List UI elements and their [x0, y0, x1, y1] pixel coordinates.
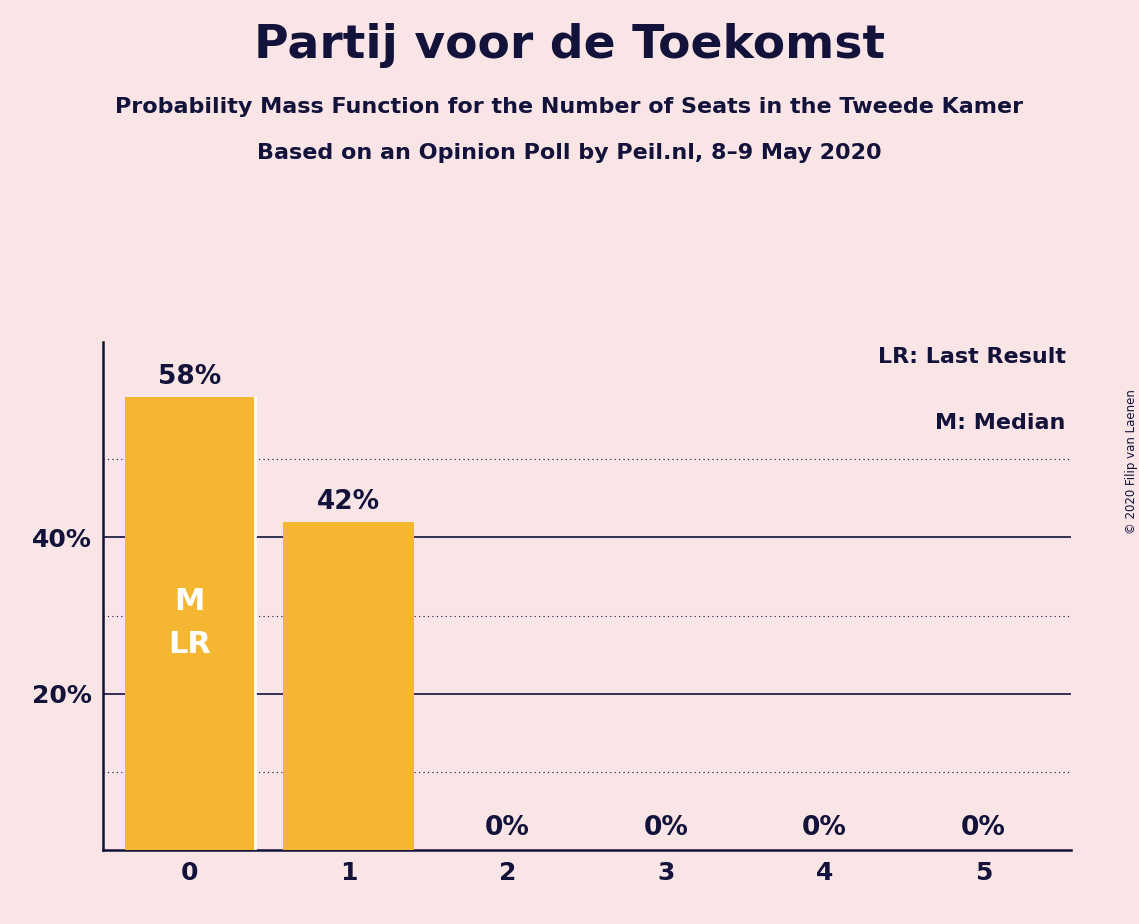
Text: 42%: 42% [317, 490, 380, 516]
Text: Based on an Opinion Poll by Peil.nl, 8–9 May 2020: Based on an Opinion Poll by Peil.nl, 8–9… [257, 143, 882, 164]
Text: 58%: 58% [158, 364, 221, 390]
Text: 0%: 0% [485, 815, 530, 841]
Text: Probability Mass Function for the Number of Seats in the Tweede Kamer: Probability Mass Function for the Number… [115, 97, 1024, 117]
Text: 0%: 0% [961, 815, 1006, 841]
Text: Partij voor de Toekomst: Partij voor de Toekomst [254, 23, 885, 68]
Bar [284, 522, 413, 850]
Text: M: Median: M: Median [935, 413, 1066, 433]
Bar [125, 396, 255, 850]
Text: © 2020 Filip van Laenen: © 2020 Filip van Laenen [1124, 390, 1138, 534]
Text: LR: Last Result: LR: Last Result [878, 346, 1066, 367]
Text: M
LR: M LR [169, 588, 211, 659]
Text: 0%: 0% [644, 815, 688, 841]
Text: 0%: 0% [802, 815, 847, 841]
